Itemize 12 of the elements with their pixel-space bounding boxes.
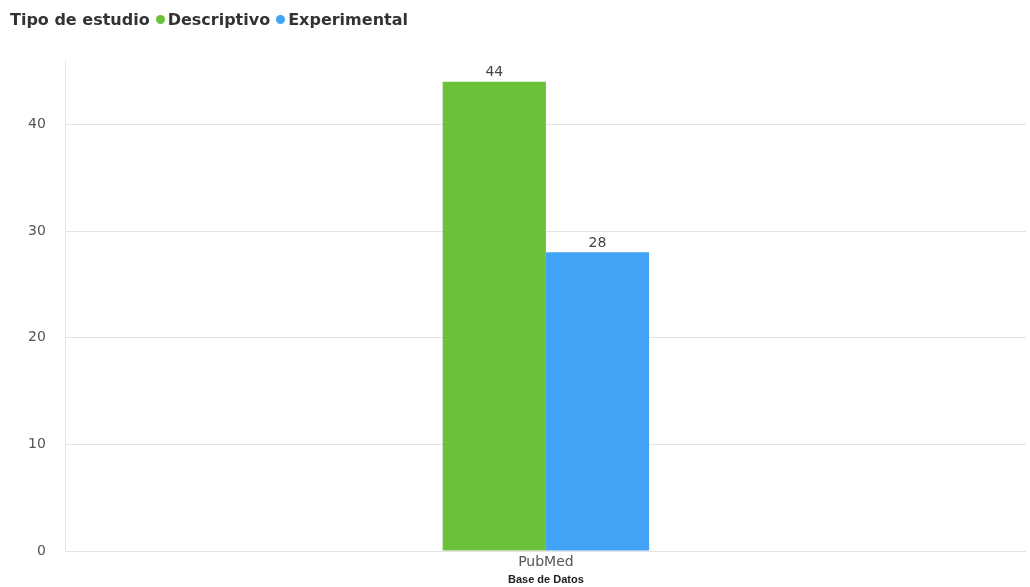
x-axis-title: Base de Datos xyxy=(508,573,584,586)
y-tick-label: 20 xyxy=(27,328,46,345)
y-tick-label: 10 xyxy=(27,434,46,451)
y-tick-label: 40 xyxy=(27,115,46,132)
y-tick-label: 30 xyxy=(27,221,46,238)
y-tick-label: 0 xyxy=(36,541,46,558)
x-tick-label: PubMed xyxy=(518,553,574,570)
data-label: 44 xyxy=(485,63,504,80)
legend-title: Tipo de estudio xyxy=(10,9,150,29)
data-label: 28 xyxy=(588,234,607,251)
legend-label: Experimental xyxy=(288,9,408,29)
legend-label: Descriptivo xyxy=(167,9,271,29)
